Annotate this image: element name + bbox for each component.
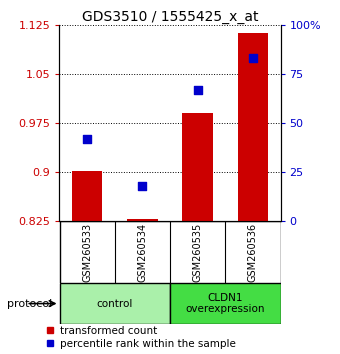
Bar (127, 219, 157, 221)
Point (195, 87, 200, 92)
Text: GSM260534: GSM260534 (137, 223, 147, 282)
Text: CLDN1
overexpression: CLDN1 overexpression (186, 293, 265, 314)
Text: control: control (97, 298, 133, 309)
Bar (170, 283, 280, 324)
Bar (183, 113, 213, 221)
Bar (72, 171, 102, 221)
Text: GSM260533: GSM260533 (82, 223, 92, 282)
Point (250, 55, 256, 61)
Text: GSM260535: GSM260535 (193, 223, 203, 282)
Point (84, 136, 90, 142)
Legend: transformed count, percentile rank within the sample: transformed count, percentile rank withi… (46, 326, 235, 349)
Title: GDS3510 / 1555425_x_at: GDS3510 / 1555425_x_at (82, 10, 258, 24)
Text: GSM260536: GSM260536 (248, 223, 258, 282)
Bar (238, 33, 268, 221)
Bar (59, 283, 170, 324)
Point (140, 183, 145, 189)
Text: protocol: protocol (7, 298, 52, 309)
